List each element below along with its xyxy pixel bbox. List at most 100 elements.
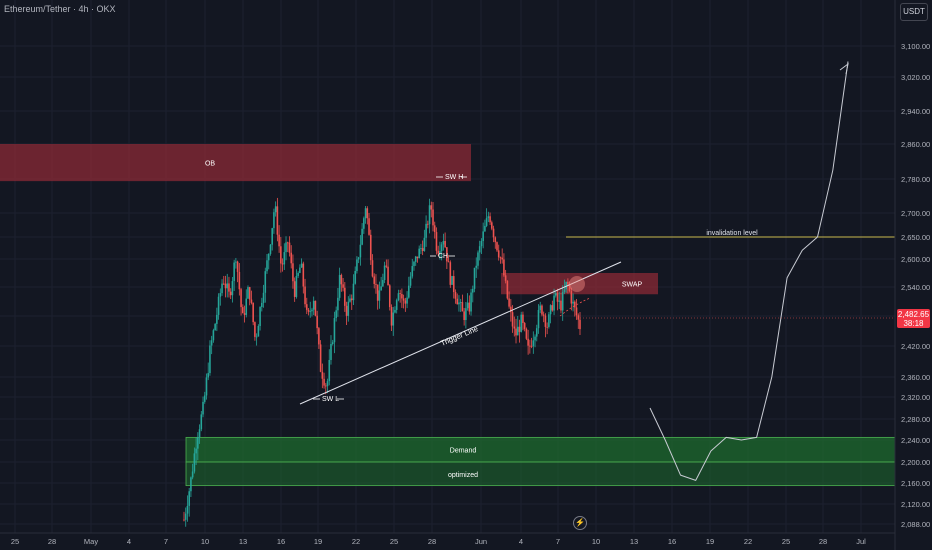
candle-body: [394, 309, 396, 313]
candle-body: [513, 326, 516, 329]
candle-body: [454, 292, 457, 299]
y-tick-label: 2,200.00: [901, 458, 930, 467]
x-tick-label: 16: [277, 537, 285, 546]
candle-body: [549, 305, 552, 315]
last-price: 2,482.65: [897, 310, 930, 319]
candle-body: [470, 292, 472, 312]
candle-body: [269, 244, 272, 254]
candle-body: [309, 311, 312, 313]
x-tick-label: 25: [390, 537, 398, 546]
price-axis[interactable]: 3,100.00 3,020.00 2,940.00 2,860.00 2,780.00…: [901, 42, 930, 529]
candle-body: [409, 276, 412, 286]
candle-body: [471, 288, 474, 293]
candle-body: [439, 251, 441, 254]
symbol-title[interactable]: Ethereum/Tether · 4h · OKX: [4, 4, 116, 14]
zone-label: optimized: [448, 472, 478, 479]
candle-body: [404, 300, 407, 304]
candle-body: [323, 378, 325, 386]
candle-body: [427, 223, 429, 225]
x-tick-label: 28: [819, 537, 827, 546]
candle-body: [354, 270, 356, 284]
candle-body: [259, 307, 261, 327]
candle-body: [307, 309, 310, 312]
candle-body: [477, 252, 479, 266]
candle-body: [305, 304, 308, 310]
candle-body: [228, 283, 230, 292]
candle-body: [312, 300, 315, 310]
candle-body: [388, 285, 391, 308]
candle-body: [423, 237, 426, 251]
candle-body: [494, 237, 497, 243]
candle-body: [496, 242, 498, 251]
candle-body: [361, 228, 363, 245]
candle-body: [387, 266, 389, 286]
candle-body: [283, 252, 286, 265]
candle-body: [406, 297, 408, 304]
x-tick-label: 10: [201, 537, 209, 546]
candle-body: [522, 314, 524, 324]
zone-ob: [0, 144, 471, 182]
candle-body: [535, 328, 538, 337]
candle-body: [302, 263, 305, 287]
candle-body: [577, 315, 580, 320]
candle-body: [420, 248, 422, 249]
candle-body: [475, 265, 478, 268]
candle-body: [286, 242, 289, 244]
y-tick-label: 2,540.00: [901, 283, 930, 292]
candle-body: [319, 344, 322, 372]
x-tick-label: 4: [519, 537, 523, 546]
x-tick-label: 22: [744, 537, 752, 546]
candle-body: [318, 328, 320, 345]
candle-body: [290, 252, 293, 264]
candle-body: [433, 225, 436, 233]
candle-body: [497, 250, 500, 258]
candle-body: [368, 218, 370, 235]
candle-body: [435, 232, 438, 251]
trigger-line: [299, 261, 622, 405]
candle-body: [333, 318, 336, 343]
candle-body: [523, 323, 526, 329]
candle-body: [190, 477, 192, 492]
zone-label: OB: [205, 161, 215, 168]
candle-body: [544, 315, 547, 327]
y-tick-label: 2,650.00: [901, 233, 930, 242]
candle-body: [442, 241, 445, 245]
candle-body: [207, 373, 210, 378]
candle-body: [200, 414, 203, 430]
candle-body: [395, 300, 398, 310]
candle-body: [541, 305, 543, 315]
x-tick-label: 28: [48, 537, 56, 546]
lightning-icon[interactable]: ⚡: [573, 516, 587, 530]
candle-body: [390, 307, 393, 326]
candle-body: [184, 513, 187, 520]
candle-body: [359, 244, 362, 258]
candle-body: [561, 291, 564, 311]
candle-body: [357, 257, 360, 260]
candle-body: [413, 261, 415, 267]
candle-body: [378, 290, 381, 301]
x-tick-label: Jul: [856, 537, 866, 546]
candle-body: [440, 244, 443, 252]
time-axis[interactable]: 25 28 May 4 7 10 13 16 19 22 25 28 Jun 4 7 10 13 16 19 22 25…: [11, 537, 866, 546]
candle-body: [416, 256, 419, 259]
candle-body: [210, 340, 213, 346]
candle-body: [529, 345, 531, 347]
x-tick-label: 19: [314, 537, 322, 546]
candle-body: [345, 305, 348, 316]
candle-body: [568, 284, 571, 291]
x-tick-label: 16: [668, 537, 676, 546]
zone-demand: [185, 436, 896, 463]
candle-body: [245, 298, 248, 315]
candle-body: [229, 291, 232, 296]
candle-body: [278, 234, 280, 247]
candle-body: [281, 263, 284, 265]
currency-button[interactable]: USDT: [900, 3, 928, 21]
candle-body: [235, 261, 237, 263]
candle-body: [446, 247, 448, 262]
candle-body: [340, 274, 343, 285]
y-tick-label: 2,320.00: [901, 393, 930, 402]
candle-body: [402, 298, 405, 301]
candle-body: [304, 286, 306, 305]
candle-body: [452, 276, 455, 293]
